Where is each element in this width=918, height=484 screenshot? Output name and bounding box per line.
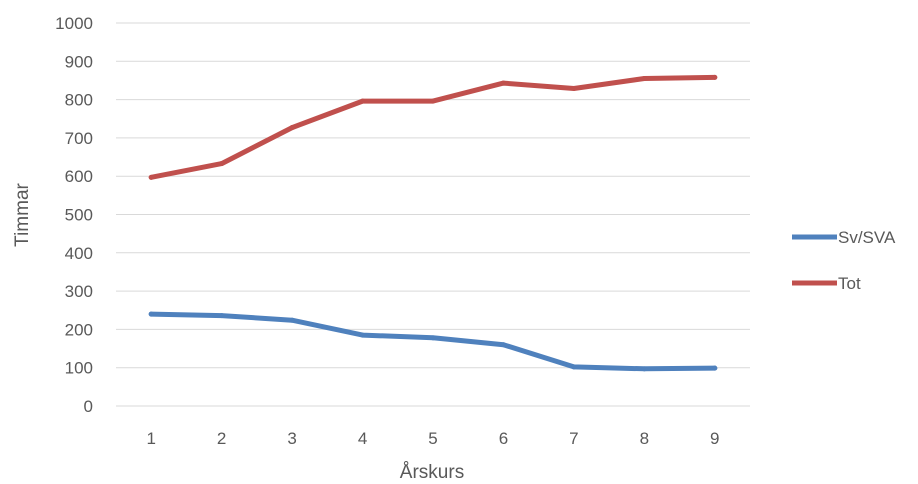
data-point [500,342,506,348]
data-point [289,317,295,323]
series-line-1 [148,74,718,180]
y-tick-label: 500 [65,206,93,225]
y-tick-label: 600 [65,167,93,186]
y-tick-label: 0 [84,397,93,416]
y-tick-label: 200 [65,320,93,339]
y-tick-label: 800 [65,91,93,110]
x-axis-title: Årskurs [400,462,464,483]
x-tick-label: 2 [217,429,226,448]
data-point [571,85,577,91]
y-tick-label: 700 [65,129,93,148]
y-tick-label: 1000 [55,14,93,33]
y-tick-label: 300 [65,282,93,301]
data-point [219,161,225,167]
series-lines [148,74,718,372]
series-line-0 [148,311,718,372]
y-axis-title: Timmar [12,182,33,246]
x-tick-label: 7 [569,429,578,448]
data-point [712,365,718,371]
x-tick-label: 6 [499,429,508,448]
legend: Sv/SVA Tot [792,228,896,293]
data-point [430,335,436,341]
x-tick-label: 8 [640,429,649,448]
y-tick-label: 100 [65,359,93,378]
data-point [641,366,647,372]
data-point [219,313,225,319]
data-point [641,76,647,82]
x-tick-label: 4 [358,429,367,448]
legend-label: Tot [838,274,861,293]
data-point [360,98,366,104]
data-point [500,80,506,86]
data-point [289,125,295,131]
data-point [148,311,154,317]
x-axis-ticks: 1 2 3 4 5 6 7 8 9 [146,429,719,448]
data-point [148,174,154,180]
data-point [360,332,366,338]
y-axis-ticks: 0 100 200 300 400 500 600 700 800 900 1000 [55,14,93,416]
x-tick-label: 9 [710,429,719,448]
x-tick-label: 5 [428,429,437,448]
x-tick-label: 1 [146,429,155,448]
x-tick-label: 3 [287,429,296,448]
data-point [712,74,718,80]
y-tick-label: 400 [65,244,93,263]
data-point [571,364,577,370]
legend-label: Sv/SVA [838,228,896,247]
y-tick-label: 900 [65,52,93,71]
data-point [430,98,436,104]
